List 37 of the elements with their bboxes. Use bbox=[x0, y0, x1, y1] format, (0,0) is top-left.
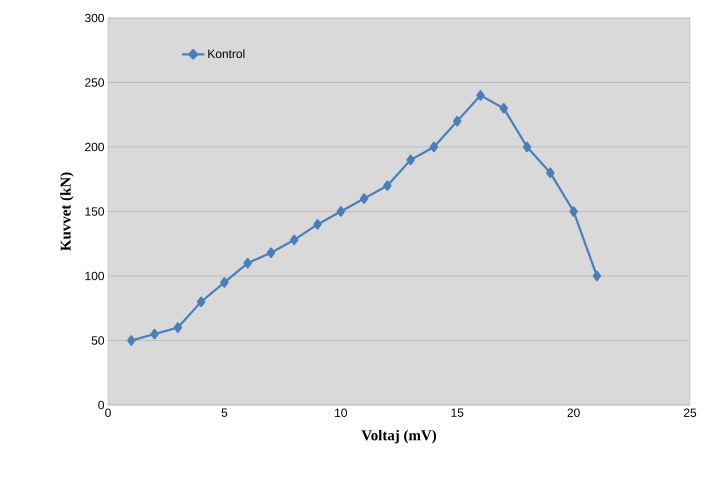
x-tick-label: 20 bbox=[568, 408, 580, 417]
y-axis-title: Kuvvet (kN) bbox=[60, 172, 74, 251]
x-tick-label: 5 bbox=[222, 408, 228, 417]
x-tick-label: 15 bbox=[451, 408, 464, 417]
y-tick-label: 100 bbox=[85, 272, 104, 280]
point bbox=[150, 328, 159, 340]
point bbox=[290, 234, 298, 246]
point bbox=[243, 258, 252, 268]
point bbox=[196, 296, 206, 308]
y-tick-label: 200 bbox=[85, 142, 104, 152]
y-tick-label: 50 bbox=[92, 336, 104, 345]
x-axis-title: Voltaj (mV) bbox=[361, 430, 436, 444]
x-tick-label: 25 bbox=[684, 408, 696, 417]
point bbox=[569, 206, 578, 217]
legend-label: Kontrol bbox=[208, 49, 244, 58]
point bbox=[500, 103, 508, 114]
point bbox=[546, 168, 555, 178]
y-tick-label: 150 bbox=[85, 207, 104, 216]
point bbox=[127, 335, 136, 346]
point bbox=[406, 154, 415, 166]
point bbox=[383, 180, 392, 191]
point bbox=[313, 219, 322, 230]
point bbox=[476, 90, 485, 101]
x-tick-label: 0 bbox=[105, 408, 111, 417]
point bbox=[174, 322, 182, 333]
point bbox=[266, 248, 276, 258]
point bbox=[220, 277, 229, 288]
y-tick-label: 0 bbox=[98, 400, 104, 410]
point bbox=[592, 270, 602, 282]
point bbox=[522, 142, 532, 152]
x-tick-label: 10 bbox=[335, 408, 347, 417]
point bbox=[360, 193, 368, 204]
point bbox=[430, 142, 438, 152]
y-tick-label: 250 bbox=[85, 78, 104, 87]
y-tick-label: 300 bbox=[84, 14, 104, 22]
point bbox=[336, 206, 346, 217]
point bbox=[452, 116, 462, 126]
